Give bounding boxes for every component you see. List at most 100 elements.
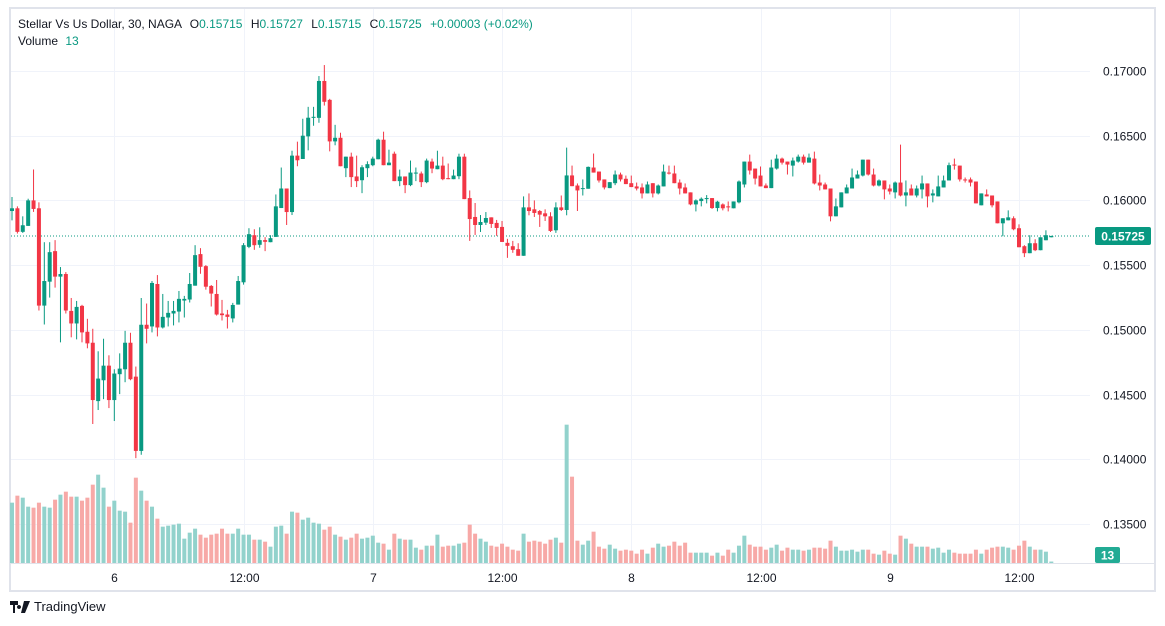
volume-bar [112, 500, 117, 563]
volume-bar [510, 549, 515, 563]
close-key: C [369, 17, 379, 31]
volume-bar [462, 542, 467, 563]
volume-bar [403, 539, 408, 563]
candle-body [839, 192, 844, 208]
price-axis[interactable]: 0.17000 0.16500 0.16000 0.15500 0.15000 0.145… [1103, 65, 1147, 532]
chart-frame [9, 7, 1156, 592]
volume-bar [343, 539, 348, 563]
candle-body [144, 324, 149, 329]
candle-body [489, 217, 494, 224]
volume-bar [817, 547, 822, 563]
volume-bar [279, 525, 284, 563]
candle-body [279, 188, 284, 209]
volume-bar [96, 474, 101, 563]
volume-label[interactable]: Volume [18, 34, 59, 48]
time-tick-label: 8 [628, 571, 635, 585]
candle-body [246, 234, 251, 247]
candle-body [710, 198, 715, 209]
candle-body [268, 238, 273, 243]
candle-body [403, 176, 408, 186]
candle-body [769, 167, 774, 189]
volume-bar [392, 533, 397, 563]
candle-body [467, 198, 472, 220]
volume-bar [478, 538, 483, 563]
candle-body [327, 99, 332, 142]
tradingview-branding[interactable]: TradingView [10, 599, 106, 614]
candle-body [941, 180, 946, 188]
volume-bar [36, 502, 41, 563]
volume-bar [844, 550, 849, 563]
tradingview-logo-icon [10, 600, 30, 613]
candle-body [920, 183, 925, 190]
volume-bar [295, 512, 300, 563]
volume-bar [920, 546, 925, 563]
volume-bar [435, 534, 440, 563]
candle-body [392, 153, 397, 182]
candle-body [1033, 243, 1038, 251]
volume-bar [360, 538, 365, 563]
volume-bar [774, 544, 779, 563]
volume-bar [85, 497, 90, 563]
volume-bar [1027, 546, 1032, 563]
candle-body [629, 183, 634, 188]
candle-body [731, 201, 736, 209]
volume-bar [268, 546, 273, 563]
grid [11, 9, 1090, 563]
candle-body [979, 193, 984, 206]
candle-body [128, 342, 133, 380]
candle-body [263, 240, 268, 242]
candle-body [1016, 228, 1021, 248]
time-tick-label: 7 [370, 571, 377, 585]
volume-bar [473, 533, 478, 563]
volume-bar [241, 534, 246, 563]
time-axis[interactable]: 6 12:00 7 12:00 8 12:00 9 12:00 [111, 571, 1035, 585]
candle-body [893, 182, 898, 193]
candle-body [537, 211, 542, 215]
volume-bar [796, 549, 801, 563]
volume-bar [780, 550, 785, 563]
volume-bar [74, 496, 79, 563]
time-tick-label: 12:00 [746, 571, 776, 585]
last-price-badge: 0.15725 [1095, 227, 1151, 245]
candle-body [63, 274, 68, 311]
candle-body [693, 200, 698, 205]
candle-body [1000, 218, 1005, 224]
volume-bar [613, 548, 618, 563]
candle-body [505, 242, 510, 246]
candle-body [968, 179, 973, 183]
candle-body [526, 207, 531, 212]
volume-bar [925, 546, 930, 563]
candle-body [602, 179, 607, 188]
candle-body [370, 158, 375, 166]
volume-bar [500, 543, 505, 563]
candle-body [596, 171, 601, 181]
candle-body [860, 159, 865, 176]
volume-bar [322, 529, 327, 563]
volume-bar [726, 549, 731, 563]
candle-body [957, 165, 962, 180]
volume-bar [80, 500, 85, 563]
candle-body [419, 173, 424, 183]
volume-bar [575, 540, 580, 563]
candle-body [187, 283, 192, 300]
volume-bar [456, 543, 461, 563]
volume-bar [704, 552, 709, 563]
candle-body [570, 175, 575, 187]
symbol-title[interactable]: Stellar Vs Us Dollar, 30, NAGA [18, 17, 182, 31]
volume-bar [666, 545, 671, 563]
volume-bar [1038, 549, 1043, 563]
volume-bar [850, 549, 855, 563]
last-volume-label: 13 [1101, 549, 1115, 563]
low-key: L [311, 17, 318, 31]
price-tick-label: 0.14500 [1103, 389, 1147, 403]
volume-bar [973, 549, 978, 563]
candle-body [209, 285, 214, 294]
candle-body [736, 181, 741, 203]
candle-body [903, 192, 908, 196]
candle-body [171, 310, 176, 314]
price-tick-label: 0.13500 [1103, 518, 1147, 532]
volume-bar [618, 550, 623, 563]
volume-bar [58, 494, 63, 563]
candle-body [473, 216, 478, 225]
